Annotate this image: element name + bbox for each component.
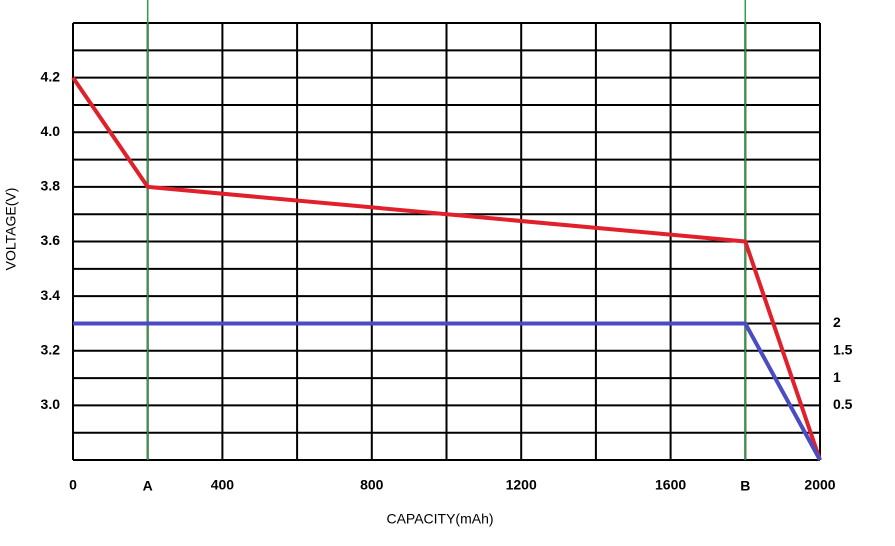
x-tick-label: 1200 (506, 477, 537, 493)
x-tick-label: 0 (69, 477, 77, 493)
x-tick-label: 2000 (804, 477, 835, 493)
y-tick-label: 3.4 (41, 287, 61, 303)
x-tick-label: 1600 (655, 477, 686, 493)
x-axis-label: CAPACITY(mAh) (386, 511, 493, 527)
series-line (71, 76, 822, 461)
series-line (73, 321, 822, 461)
y2-tick-label: 1 (833, 369, 841, 385)
y-axis-label: VOLTAGE(V) (3, 188, 19, 271)
y-tick-label: 3.8 (41, 178, 61, 194)
marker-label: B (740, 478, 750, 494)
y2-tick-label: 2 (833, 314, 841, 330)
y-tick-label: 3.6 (41, 232, 61, 248)
y-tick-label: 3.0 (41, 396, 61, 412)
y2-tick-label: 0.5 (833, 396, 853, 412)
x-tick-label: 800 (360, 477, 384, 493)
x-tick-label: 400 (211, 477, 235, 493)
y2-tick-label: 1.5 (833, 341, 853, 357)
y-tick-label: 3.2 (41, 341, 61, 357)
y-tick-label: 4.2 (41, 68, 61, 84)
y-tick-label: 4.0 (41, 123, 61, 139)
marker-label: A (143, 478, 153, 494)
